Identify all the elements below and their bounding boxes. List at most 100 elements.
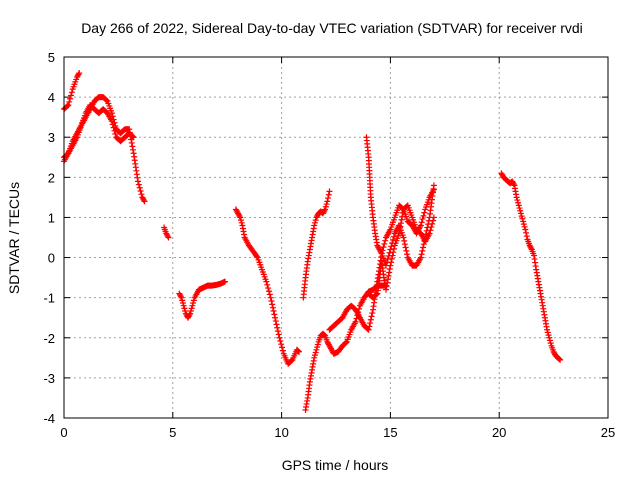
data-point: [75, 71, 82, 78]
series-seg7: [302, 282, 390, 413]
data-point: [326, 188, 333, 195]
data-point: [323, 201, 330, 208]
chart-title: Day 266 of 2022, Sidereal Day-to-day VTE…: [81, 20, 583, 36]
data-point: [269, 301, 276, 308]
data-point: [325, 195, 332, 202]
data-point: [421, 209, 428, 216]
data-point: [68, 89, 75, 96]
data-point: [419, 247, 426, 254]
data-point: [397, 223, 404, 230]
data-point: [271, 311, 278, 318]
data-point: [546, 334, 553, 341]
data-point: [279, 347, 286, 354]
y-tick-label: -4: [43, 411, 55, 426]
data-point: [544, 326, 551, 333]
data-point: [322, 203, 329, 210]
data-point: [390, 233, 397, 240]
data-point: [130, 146, 137, 153]
data-point: [404, 251, 411, 258]
data-points: [61, 70, 564, 413]
series-seg3: [61, 102, 137, 161]
data-point: [403, 247, 410, 254]
y-tick-label: 5: [48, 50, 55, 65]
grid-lines: [64, 57, 608, 418]
data-point: [382, 237, 389, 244]
series-seg11: [365, 202, 437, 301]
data-point: [274, 324, 281, 331]
data-point: [366, 323, 373, 330]
data-point: [383, 286, 390, 293]
data-point: [400, 234, 407, 241]
data-point: [399, 209, 406, 216]
x-tick-labels: 0 5 10 15 20 25: [60, 425, 615, 440]
data-point: [129, 143, 136, 150]
data-point: [365, 326, 372, 333]
data-point: [322, 206, 329, 213]
data-point: [130, 134, 137, 141]
data-point: [265, 288, 272, 295]
data-point: [164, 233, 171, 240]
y-tick-label: -1: [43, 291, 55, 306]
data-point: [272, 314, 279, 321]
data-point: [515, 199, 522, 206]
data-point: [514, 197, 521, 204]
data-point: [64, 102, 71, 109]
data-point: [510, 181, 517, 188]
data-point: [398, 216, 405, 223]
data-point: [324, 198, 331, 205]
data-point: [67, 95, 74, 102]
data-point: [181, 305, 188, 312]
data-point: [522, 226, 529, 233]
data-point: [517, 207, 524, 214]
data-point: [520, 218, 527, 225]
data-point: [141, 198, 148, 205]
y-tick-label: 0: [48, 251, 55, 266]
data-point: [295, 348, 302, 355]
data-point: [275, 331, 282, 338]
data-point: [314, 341, 321, 348]
data-point: [426, 230, 433, 237]
data-point: [516, 205, 523, 212]
data-point: [523, 229, 530, 236]
data-point: [419, 216, 426, 223]
data-point: [179, 300, 186, 307]
x-tick-label: 15: [383, 425, 397, 440]
series-seg1: [61, 70, 83, 113]
data-point: [557, 356, 564, 363]
data-point: [296, 348, 303, 355]
y-tick-label: 3: [48, 130, 55, 145]
data-point: [269, 304, 276, 311]
data-point: [417, 254, 424, 261]
data-point: [520, 221, 527, 228]
data-point: [311, 222, 318, 229]
data-point: [401, 241, 408, 248]
y-tick-label: 4: [48, 90, 55, 105]
x-tick-label: 0: [60, 425, 67, 440]
data-point: [368, 313, 375, 320]
data-point: [111, 127, 118, 134]
data-point: [76, 70, 83, 77]
y-tick-label: 2: [48, 170, 55, 185]
data-point: [369, 310, 376, 317]
data-point: [367, 320, 374, 327]
data-point: [190, 297, 197, 304]
data-point: [387, 262, 394, 269]
data-point: [311, 352, 318, 359]
series-seg4: [161, 224, 172, 241]
data-point: [397, 220, 404, 227]
data-point: [140, 197, 147, 204]
data-point: [388, 259, 395, 266]
x-tick-label: 20: [492, 425, 506, 440]
data-point: [519, 215, 526, 222]
data-point: [103, 97, 110, 104]
data-point: [312, 349, 319, 356]
data-point: [177, 293, 184, 300]
data-point: [266, 291, 273, 298]
data-point: [186, 312, 193, 319]
data-point: [380, 244, 387, 251]
data-point: [189, 302, 196, 309]
data-point: [544, 329, 551, 336]
data-point: [279, 344, 286, 351]
data-point: [264, 281, 271, 288]
